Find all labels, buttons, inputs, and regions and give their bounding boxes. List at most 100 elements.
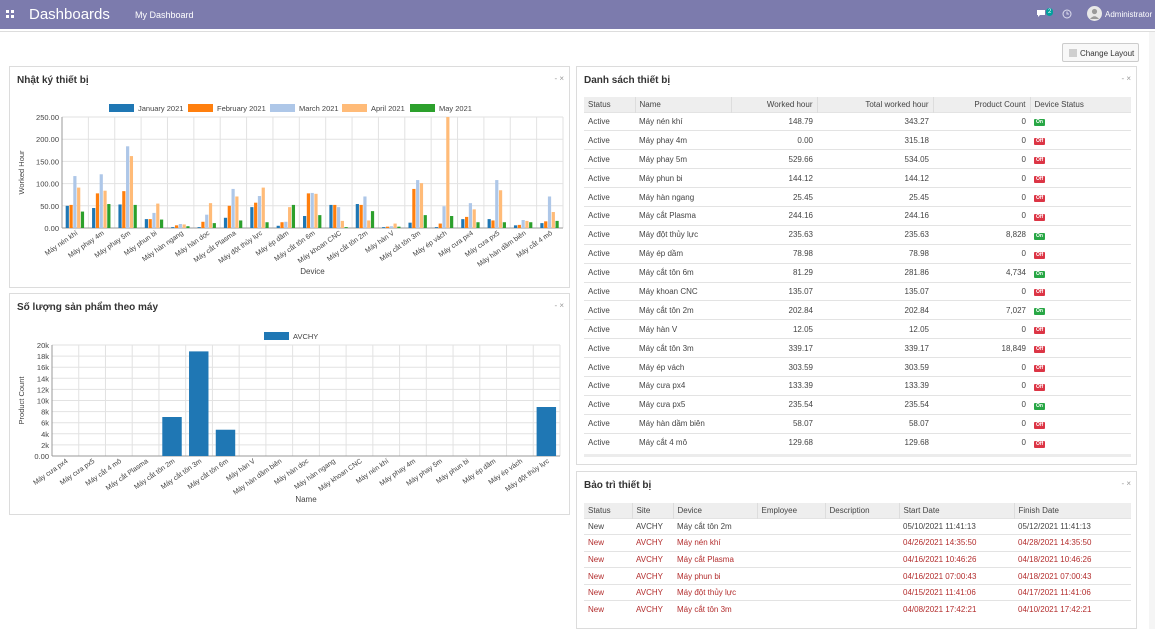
apps-menu-icon[interactable] <box>6 10 14 18</box>
table-cell: Máy cắt 4 mô <box>635 432 731 453</box>
change-layout-button[interactable]: Change Layout <box>1062 43 1139 62</box>
table-cell: 04/17/2021 11:41:06 <box>1014 583 1131 601</box>
panel-controls[interactable]: - × <box>1121 74 1131 83</box>
chat-icon[interactable] <box>1036 9 1046 18</box>
table-cell: 04/08/2021 17:42:21 <box>899 600 1014 618</box>
table-cell: 04/16/2021 10:46:26 <box>899 550 1014 568</box>
table-row[interactable]: New AVCHY Máy cắt tôn 3m 04/08/2021 17:42:2… <box>584 600 1131 618</box>
table-row[interactable]: Active Máy khoan CNC 135.07 135.07 0 Off <box>584 281 1131 301</box>
table-row[interactable]: Active Máy phay 5m 529.66 534.05 0 Off <box>584 149 1131 169</box>
table-cell: 343.27 <box>817 111 933 131</box>
chart-bar <box>468 203 473 228</box>
table-row[interactable]: Active Máy phun bi 144.12 144.12 0 Off <box>584 168 1131 188</box>
device-status-cell: On <box>1030 262 1131 283</box>
chart-bar <box>355 204 359 228</box>
column-header[interactable]: Finish Date <box>1013 503 1131 518</box>
app-title[interactable]: Dashboards <box>29 6 110 23</box>
table-cell: Máy hàn V <box>635 319 731 339</box>
table-cell: New <box>584 517 632 535</box>
table-row[interactable]: Active Máy cưa px5 235.54 235.54 0 On <box>584 394 1131 415</box>
table-row[interactable]: New AVCHY Máy nén khí 04/26/2021 14:35:50 04… <box>584 534 1131 552</box>
user-avatar[interactable] <box>1087 6 1102 21</box>
table-cell: 04/10/2021 17:42:21 <box>1014 600 1131 618</box>
table-cell: Máy phay 4m <box>635 130 731 150</box>
y-tick-label: 16k <box>37 363 49 372</box>
column-header[interactable]: Name <box>634 97 731 112</box>
table-row[interactable]: Active Máy cắt tôn 3m 339.17 339.17 18,849 Of… <box>584 338 1131 358</box>
panel-controls[interactable]: - × <box>554 301 564 310</box>
column-header[interactable]: Start Date <box>898 503 1014 518</box>
table-cell: 25.45 <box>731 187 817 207</box>
table-cell: 529.66 <box>731 149 817 169</box>
chart-bar <box>223 217 228 228</box>
table-cell: 04/18/2021 07:00:43 <box>1014 567 1131 585</box>
table-cell: 7,027 <box>933 300 1030 320</box>
column-header[interactable]: Description <box>824 503 899 518</box>
table-row[interactable]: Active Máy cắt 4 mô 129.68 129.68 0 Off <box>584 432 1131 453</box>
column-header[interactable]: Total worked hour <box>816 97 933 112</box>
table-row[interactable]: Active Máy cưa px4 133.39 133.39 0 Off <box>584 375 1131 396</box>
table-cell: AVCHY <box>632 583 673 601</box>
legend-swatch <box>109 104 134 112</box>
table-cell: 4,734 <box>933 262 1030 283</box>
panel-controls[interactable]: - × <box>554 74 564 83</box>
y-tick-label: 8k <box>41 408 49 417</box>
column-header[interactable]: Employee <box>756 503 825 518</box>
page-scrollbar[interactable] <box>1149 32 1155 629</box>
table-row[interactable]: Active Máy hàn ngang 25.45 25.45 0 Off <box>584 187 1131 207</box>
table-row[interactable]: New AVCHY Máy đột thủy lực 04/15/2021 11:41… <box>584 583 1131 601</box>
column-header[interactable]: Site <box>631 503 673 518</box>
column-header[interactable]: Device Status <box>1029 97 1131 112</box>
chart-bar <box>231 188 235 228</box>
table-row[interactable]: Active Máy cắt tôn 2m 202.84 202.84 7,027 On <box>584 300 1131 320</box>
table-cell: 303.59 <box>817 357 933 377</box>
activity-clock-icon[interactable] <box>1062 9 1072 19</box>
column-header[interactable]: Status <box>584 97 635 112</box>
table-row[interactable]: Active Máy cắt Plasma 244.16 244.16 0 Off <box>584 205 1131 226</box>
user-name[interactable]: Administrator <box>1105 10 1153 19</box>
chart-bar <box>544 221 548 228</box>
table-row[interactable]: New AVCHY Máy cắt Plasma 04/16/2021 10:46:2… <box>584 550 1131 568</box>
status-badge: On <box>1034 270 1045 278</box>
table-row[interactable]: Active Máy hàn dầm biên 58.07 58.07 0 Off <box>584 413 1131 434</box>
menu-my-dashboard[interactable]: My Dashboard <box>135 10 194 20</box>
chart-bar <box>551 212 555 228</box>
table-row[interactable]: Active Máy cắt tôn 6m 81.29 281.86 4,734 On <box>584 262 1131 283</box>
column-header[interactable]: Product Count <box>932 97 1030 112</box>
table-row[interactable]: Active Máy ép vách 303.59 303.59 0 Off <box>584 357 1131 377</box>
table-cell: 0 <box>933 187 1030 207</box>
table-row[interactable]: Active Máy đột thủy lực 235.63 235.63 8,828 O… <box>584 224 1131 245</box>
table-cell: 315.18 <box>817 130 933 150</box>
chart-bar <box>288 207 292 228</box>
chart-bar <box>291 204 296 228</box>
table-cell: Máy ép vách <box>635 357 731 377</box>
panel-controls[interactable]: - × <box>1121 479 1131 488</box>
column-header[interactable]: Device <box>672 503 757 518</box>
table-row[interactable]: Active Máy ép dầm 78.98 78.98 0 Off <box>584 243 1131 264</box>
device-list-panel: Danh sách thiết bị - × Status Name Worked … <box>576 66 1137 465</box>
chart-bar <box>159 219 164 228</box>
table-row[interactable]: Active Máy phay 4m 0.00 315.18 0 Off <box>584 130 1131 150</box>
chart-bar <box>370 211 375 228</box>
column-header[interactable]: Status <box>584 503 632 518</box>
x-tick-label: Máy hàn dầm biên <box>231 456 283 496</box>
table-row[interactable]: Active Máy nén khí 148.79 343.27 0 On <box>584 111 1131 131</box>
table-row[interactable]: New AVCHY Máy cắt tôn 2m 05/10/2021 11:41:1… <box>584 517 1131 535</box>
device-status-cell: Off <box>1030 168 1131 188</box>
column-header[interactable]: Worked hour <box>730 97 817 112</box>
panel-title: Bảo trì thiết bị <box>584 480 652 491</box>
chart-bar <box>446 117 450 228</box>
table-cell: 05/12/2021 11:41:13 <box>1014 517 1131 535</box>
legend-label: March 2021 <box>299 104 339 113</box>
table-row[interactable]: New AVCHY Máy phun bi 04/16/2021 07:00:43 04… <box>584 567 1131 585</box>
status-badge: Off <box>1034 213 1046 221</box>
chart-bar <box>182 224 186 228</box>
chart-bar <box>99 174 103 228</box>
legend-label: February 2021 <box>217 104 266 113</box>
table-row[interactable]: Active Máy hàn V 12.05 12.05 0 Off <box>584 319 1131 339</box>
chart-bar <box>212 223 216 228</box>
table-cell: 58.07 <box>731 413 817 434</box>
table-cell: 12.05 <box>817 319 933 339</box>
chart-bar <box>438 223 442 228</box>
legend-label: April 2021 <box>371 104 405 113</box>
